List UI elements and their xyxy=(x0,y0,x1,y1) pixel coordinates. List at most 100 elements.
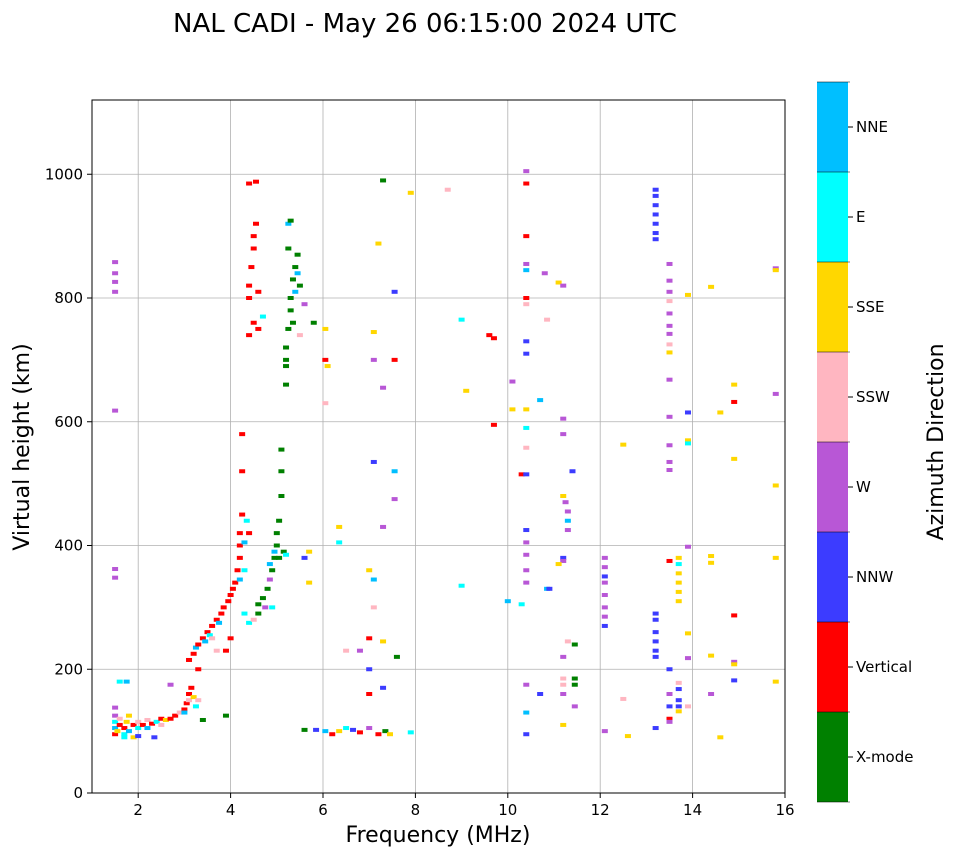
data-point xyxy=(518,472,525,477)
data-point xyxy=(555,280,562,285)
data-point xyxy=(241,568,248,573)
data-point xyxy=(116,679,123,684)
data-point xyxy=(523,169,530,174)
data-point xyxy=(523,425,530,430)
data-point xyxy=(380,385,387,390)
data-point xyxy=(301,302,308,307)
data-point xyxy=(225,599,232,604)
data-point xyxy=(382,729,389,734)
data-point xyxy=(266,577,273,582)
data-point xyxy=(380,524,387,529)
data-point xyxy=(162,717,169,722)
y-tick-label: 0 xyxy=(73,784,83,802)
data-point xyxy=(571,642,578,647)
data-point xyxy=(504,599,511,604)
data-point xyxy=(273,543,280,548)
data-point xyxy=(135,719,142,724)
data-point xyxy=(322,326,329,331)
data-point xyxy=(684,704,691,709)
data-point xyxy=(283,382,290,387)
data-point xyxy=(544,317,551,322)
data-point xyxy=(264,586,271,591)
data-point xyxy=(216,620,223,625)
data-point xyxy=(322,357,329,362)
data-point xyxy=(190,695,197,700)
data-point xyxy=(158,722,165,727)
data-point xyxy=(246,531,253,536)
data-point xyxy=(772,679,779,684)
data-point xyxy=(675,562,682,567)
data-point xyxy=(255,289,262,294)
data-point xyxy=(652,654,659,659)
data-point xyxy=(601,605,608,610)
x-tick-label: 16 xyxy=(775,801,794,819)
data-point xyxy=(192,704,199,709)
data-point xyxy=(306,580,313,585)
data-point xyxy=(125,713,132,718)
data-point xyxy=(518,602,525,607)
data-point xyxy=(218,611,225,616)
data-point xyxy=(112,279,119,284)
data-point xyxy=(220,605,227,610)
data-point xyxy=(121,732,128,737)
data-point xyxy=(393,654,400,659)
data-point xyxy=(195,667,202,672)
data-point xyxy=(523,568,530,573)
data-point xyxy=(666,342,673,347)
data-point xyxy=(167,716,174,721)
data-point xyxy=(684,441,691,446)
data-point xyxy=(571,682,578,687)
data-point xyxy=(772,555,779,560)
data-point xyxy=(112,289,119,294)
data-point xyxy=(375,241,382,246)
data-point xyxy=(675,698,682,703)
data-point xyxy=(675,687,682,692)
data-point xyxy=(269,568,276,573)
data-point xyxy=(176,710,183,715)
data-point xyxy=(772,391,779,396)
data-point xyxy=(407,190,414,195)
data-point xyxy=(209,623,216,628)
data-point xyxy=(112,705,119,710)
data-point xyxy=(248,265,255,270)
x-tick-label: 10 xyxy=(498,801,517,819)
data-point xyxy=(310,320,317,325)
colorbar-tick-label: SSW xyxy=(856,388,890,406)
data-point xyxy=(537,692,544,696)
data-point xyxy=(289,320,296,325)
data-point xyxy=(560,692,567,696)
y-tick-label: 400 xyxy=(54,537,83,555)
data-point xyxy=(731,613,738,618)
data-point xyxy=(675,589,682,594)
data-point xyxy=(213,617,220,622)
data-point xyxy=(236,531,243,536)
data-point xyxy=(666,692,673,696)
data-point xyxy=(523,234,530,239)
data-point xyxy=(112,713,119,718)
data-point xyxy=(195,698,202,703)
data-point xyxy=(666,459,673,464)
data-point xyxy=(666,468,673,473)
data-point xyxy=(285,326,292,331)
x-tick-label: 12 xyxy=(591,801,610,819)
data-point xyxy=(708,692,715,696)
data-point xyxy=(276,555,283,560)
data-point xyxy=(199,636,206,641)
data-point xyxy=(571,704,578,709)
data-point xyxy=(560,555,567,560)
data-point xyxy=(564,528,571,533)
data-point xyxy=(112,726,119,731)
data-point xyxy=(523,407,530,412)
y-axis-label: Virtual height (km) xyxy=(10,343,35,550)
data-point xyxy=(564,639,571,644)
data-point xyxy=(222,648,229,653)
data-point xyxy=(675,599,682,604)
data-point xyxy=(271,549,278,554)
data-point xyxy=(652,193,659,198)
y-tick-label: 800 xyxy=(54,289,83,307)
colorbar-tick-label: E xyxy=(856,208,865,226)
data-point xyxy=(250,617,257,622)
plot-frame xyxy=(91,99,786,794)
data-point xyxy=(188,685,195,690)
